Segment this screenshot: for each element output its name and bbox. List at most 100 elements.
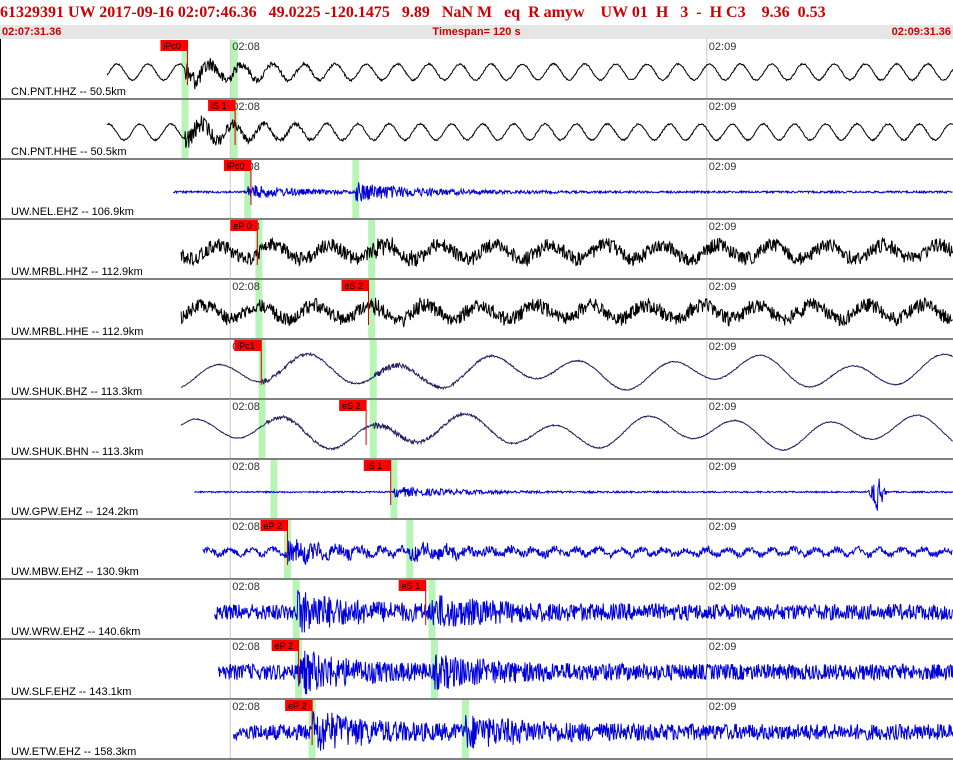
minute-tick-label: 02:09 bbox=[709, 401, 737, 413]
phase-window-bar bbox=[292, 580, 300, 638]
start-time: 02:07:31.36 bbox=[2, 26, 62, 38]
minute-tick-label: 02:09 bbox=[709, 461, 737, 473]
phase-window-bar bbox=[369, 340, 377, 398]
minute-tick-label: 02:09 bbox=[709, 641, 737, 653]
pick-label: eS 2 bbox=[344, 281, 363, 291]
minute-tick-label: 02:08 bbox=[232, 701, 260, 713]
phase-window-bar bbox=[230, 100, 238, 158]
trace-row[interactable]: 02:08 02:09 iS 1 CN.PNT.HHE -- 50.5km bbox=[0, 99, 953, 160]
minute-tick-label: 02:08 bbox=[232, 521, 260, 533]
station-label: UW.MRBL.HHZ -- 112.9km bbox=[11, 266, 143, 278]
pick-flag[interactable] bbox=[339, 400, 367, 411]
minute-tick-label: 02:09 bbox=[709, 281, 737, 293]
waveform bbox=[194, 478, 953, 511]
waveform bbox=[173, 182, 953, 202]
phase-window-bar bbox=[255, 280, 263, 338]
waveform bbox=[180, 351, 953, 391]
waveform bbox=[180, 297, 953, 328]
phase-window-bar bbox=[255, 220, 263, 278]
pick-flag[interactable] bbox=[271, 640, 299, 651]
pick-flag[interactable] bbox=[223, 160, 251, 171]
waveform bbox=[106, 115, 953, 148]
station-label: CN.PNT.HHZ -- 50.5km bbox=[11, 86, 126, 98]
pick-label: eP 2 bbox=[288, 701, 306, 711]
minute-tick-label: 02:09 bbox=[709, 221, 737, 233]
minute-tick-label: 02:08 bbox=[232, 41, 260, 53]
header: 61329391 UW 2017-09-16 02:07:46.36 49.02… bbox=[0, 0, 953, 25]
pick-flag[interactable] bbox=[285, 700, 313, 711]
station-label: UW.MRBL.HHE -- 112.9km bbox=[11, 326, 143, 338]
station-label: UW.SLF.EHZ -- 143.1km bbox=[11, 686, 131, 698]
minute-tick-label: 02:08 bbox=[232, 461, 260, 473]
station-label: UW.SHUK.BHN -- 113.3km bbox=[11, 446, 143, 458]
waveform bbox=[180, 411, 953, 451]
pick-label: iPc0 bbox=[163, 41, 181, 51]
end-time: 02:09:31.36 bbox=[891, 26, 951, 38]
station-label: CN.PNT.HHE -- 50.5km bbox=[11, 146, 127, 158]
timespan-label: Timespan= 120 s bbox=[432, 26, 521, 38]
trace-row[interactable]: 02:08 02:09 eS 2 UW.MRBL.HHE -- 112.9km bbox=[0, 279, 953, 340]
phase-window-bar bbox=[369, 400, 377, 458]
pick-label: eP 0 bbox=[233, 221, 251, 231]
phase-window-bar bbox=[368, 280, 376, 338]
trace-row[interactable]: 02:08 02:09 eP 2 UW.ETW.EHZ -- 158.3km bbox=[0, 699, 953, 760]
station-label: UW.NEL.EHZ -- 106.9km bbox=[11, 206, 134, 218]
phase-window-bar bbox=[270, 460, 278, 518]
pick-flag[interactable] bbox=[234, 340, 262, 351]
trace-row[interactable]: 02:08 02:09 iPc0 CN.PNT.HHZ -- 50.5km bbox=[0, 39, 953, 100]
trace-row[interactable]: 02:08 02:09 iS 1 UW.GPW.EHZ -- 124.2km bbox=[0, 459, 953, 520]
event-title: 61329391 UW 2017-09-16 02:07:46.36 49.02… bbox=[0, 4, 826, 21]
minute-tick-label: 02:09 bbox=[709, 101, 737, 113]
minute-tick-label: 02:08 bbox=[232, 581, 260, 593]
trace-row[interactable]: 02:08 02:09 eS 1 UW.WRW.EHZ -- 140.6km bbox=[0, 579, 953, 640]
pick-flag[interactable] bbox=[341, 280, 369, 291]
time-bar: 02:07:31.36 Timespan= 120 s 02:09:31.36 bbox=[0, 25, 953, 39]
waveform bbox=[217, 650, 953, 695]
waveform bbox=[213, 590, 953, 633]
minute-tick-label: 02:09 bbox=[709, 341, 737, 353]
pick-flag[interactable] bbox=[208, 100, 236, 111]
minute-tick-label: 02:09 bbox=[709, 581, 737, 593]
pick-flag[interactable] bbox=[230, 220, 258, 231]
minute-tick-label: 02:08 bbox=[232, 101, 260, 113]
minute-tick-label: 02:09 bbox=[709, 41, 737, 53]
phase-window-bar bbox=[406, 520, 414, 578]
phase-window-bar bbox=[181, 100, 189, 158]
minute-tick-label: 02:09 bbox=[709, 701, 737, 713]
station-label: UW.SHUK.BHZ -- 113.3km bbox=[11, 386, 142, 398]
trace-row[interactable]: 02:08 02:09 eP 2 UW.MBW.EHZ -- 130.9km bbox=[0, 519, 953, 580]
phase-window-bar bbox=[258, 400, 266, 458]
pick-label: eS 2 bbox=[342, 401, 361, 411]
phase-window-bar bbox=[368, 220, 376, 278]
pick-flag[interactable] bbox=[260, 520, 288, 531]
pick-flag[interactable] bbox=[363, 460, 391, 471]
waveform bbox=[180, 236, 953, 268]
pick-label: eP 2 bbox=[263, 521, 281, 531]
minute-tick-label: 02:08 bbox=[232, 401, 260, 413]
phase-window-bar bbox=[258, 340, 266, 398]
trace-row[interactable]: 02:08 02:09 eS 2 UW.SHUK.BHN -- 113.3km bbox=[0, 399, 953, 460]
waveform bbox=[106, 58, 953, 90]
pick-flag[interactable] bbox=[160, 40, 188, 51]
station-label: UW.MBW.EHZ -- 130.9km bbox=[11, 566, 139, 578]
minute-tick-label: 02:08 bbox=[232, 641, 260, 653]
minute-tick-label: 02:09 bbox=[709, 161, 737, 173]
trace-row[interactable]: 02:08 02:09 eP 2 UW.SLF.EHZ -- 143.1km bbox=[0, 639, 953, 700]
pick-label: iS 1 bbox=[211, 101, 227, 111]
waveform bbox=[202, 539, 953, 566]
phase-window-bar bbox=[352, 160, 360, 218]
station-label: UW.WRW.EHZ -- 140.6km bbox=[11, 626, 140, 638]
pick-label: iS 1 bbox=[367, 461, 383, 471]
pick-label: iPc0 bbox=[227, 161, 245, 171]
minute-tick-label: 02:09 bbox=[709, 521, 737, 533]
station-label: UW.GPW.EHZ -- 124.2km bbox=[11, 506, 138, 518]
station-label: UW.ETW.EHZ -- 158.3km bbox=[11, 746, 136, 758]
pick-label: iPc1 bbox=[237, 341, 255, 351]
pick-label: eP 2 bbox=[275, 641, 293, 651]
minute-tick-label: 02:08 bbox=[232, 281, 260, 293]
pick-flag[interactable] bbox=[398, 580, 426, 591]
